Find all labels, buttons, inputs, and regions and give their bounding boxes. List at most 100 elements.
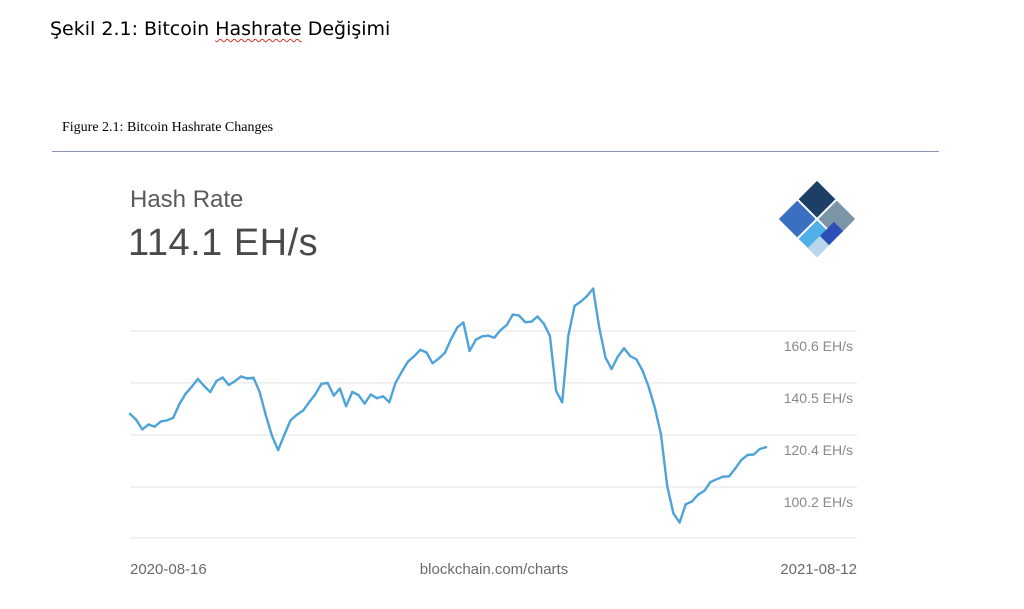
data-point: [561, 401, 564, 404]
data-point: [301, 409, 305, 412]
data-point: [320, 382, 323, 386]
data-point: [307, 401, 311, 404]
data-point: [474, 338, 477, 341]
data-point: [264, 414, 267, 417]
data-point: [622, 347, 626, 350]
data-point: [178, 402, 181, 406]
data-point: [511, 313, 514, 316]
data-point: [394, 381, 397, 385]
data-point: [746, 453, 749, 457]
data-point: [548, 334, 552, 338]
data-point: [610, 367, 613, 371]
y-tick-label: 100.2 EH/s: [784, 494, 853, 510]
data-point: [758, 447, 761, 451]
data-point: [468, 349, 471, 353]
data-point: [703, 489, 706, 493]
data-point: [653, 406, 657, 410]
data-point: [221, 376, 224, 379]
data-point: [591, 287, 595, 290]
data-point: [721, 475, 724, 478]
data-point: [239, 375, 243, 378]
data-point: [135, 418, 138, 421]
data-point: [486, 334, 490, 337]
data-point: [524, 321, 527, 324]
data-point: [159, 420, 163, 423]
data-point: [635, 358, 638, 361]
data-point: [252, 376, 255, 379]
data-point: [258, 391, 261, 394]
data-point: [351, 390, 354, 394]
data-point: [678, 521, 681, 524]
data-point: [604, 356, 607, 359]
data-point: [425, 351, 428, 354]
heading-misspelled-word[interactable]: Hashrate: [215, 18, 302, 40]
y-tick-label: 120.4 EH/s: [784, 442, 853, 458]
data-point: [647, 385, 650, 389]
data-point: [375, 397, 379, 400]
data-point: [209, 390, 212, 394]
heading-text-prefix: Şekil 2.1: Bitcoin: [50, 18, 216, 40]
data-point: [153, 425, 156, 428]
heading-text-suffix: Değişimi: [301, 18, 391, 40]
y-tick-label: 160.6 EH/s: [784, 338, 853, 354]
chart-title: Hash Rate: [130, 186, 244, 213]
data-point: [419, 348, 422, 352]
data-point: [641, 369, 644, 372]
hashrate-series-line: [128, 287, 768, 524]
data-point: [733, 467, 737, 470]
data-point: [289, 419, 292, 422]
data-point: [598, 326, 601, 330]
document-heading: Şekil 2.1: Bitcoin Hashrate Değişimi: [50, 18, 390, 40]
blockchain-logo-icon: [778, 180, 856, 258]
data-point: [493, 336, 496, 339]
chart-current-value: 114.1 EH/s: [128, 222, 319, 264]
data-point: [233, 379, 237, 383]
data-point: [530, 320, 533, 323]
data-point: [585, 294, 589, 298]
y-tick-label: 140.5 EH/s: [784, 390, 853, 406]
data-point: [517, 314, 521, 317]
figure-caption: Figure 2.1: Bitcoin Hashrate Changes: [62, 120, 274, 135]
data-point: [431, 362, 434, 365]
x-end-label: 2021-08-12: [780, 561, 857, 578]
data-point: [283, 433, 286, 436]
data-point: [246, 377, 249, 380]
data-point: [332, 394, 335, 397]
data-point: [196, 377, 200, 381]
data-point: [190, 385, 193, 388]
data-point: [573, 304, 576, 308]
data-point: [437, 357, 440, 360]
data-point: [696, 493, 700, 496]
grid-lines: [130, 330, 857, 539]
y-axis-ticks: 160.6 EH/s 140.5 EH/s 120.4 EH/s 100.2 EH/s: [784, 338, 853, 510]
data-point: [567, 334, 570, 337]
data-point: [505, 323, 508, 327]
data-point: [406, 360, 410, 363]
data-point: [690, 500, 694, 503]
data-point: [616, 355, 619, 358]
data-point: [357, 393, 360, 397]
data-point: [215, 379, 218, 383]
data-point: [363, 402, 366, 405]
data-point: [764, 446, 768, 449]
data-point: [752, 453, 755, 456]
data-point: [344, 405, 348, 408]
data-point: [412, 355, 416, 358]
x-start-label: 2020-08-16: [130, 561, 207, 578]
data-point: [172, 416, 175, 419]
data-point: [382, 395, 385, 398]
data-point: [326, 381, 329, 385]
data-point: [400, 370, 403, 373]
data-point: [715, 478, 718, 481]
data-point: [277, 448, 280, 452]
data-point: [684, 503, 687, 506]
data-point: [147, 423, 150, 426]
caption-divider: [52, 151, 939, 152]
data-point: [314, 393, 317, 396]
data-point: [579, 300, 582, 303]
data-point: [709, 480, 712, 484]
data-point: [443, 351, 447, 354]
data-point: [480, 335, 484, 338]
data-point: [165, 419, 169, 422]
